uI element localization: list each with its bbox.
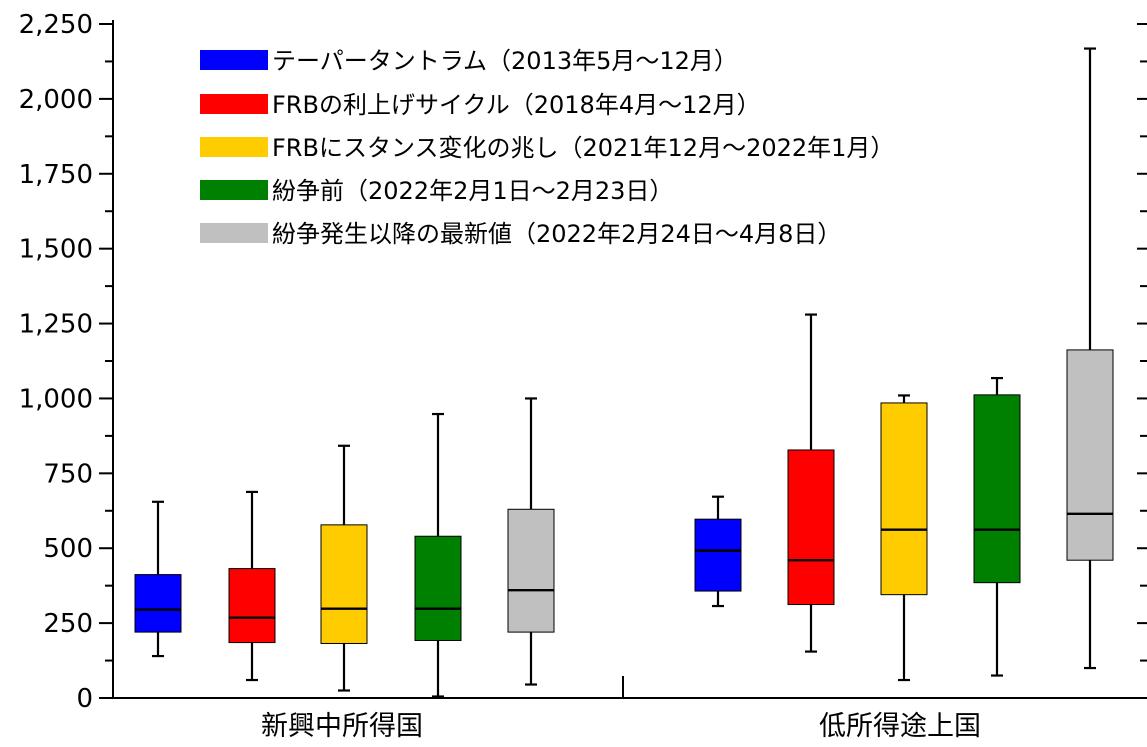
legend-label: テーパータントラム（2013年5月～12月） xyxy=(272,47,738,75)
legend-item-1: テーパータントラム（2013年5月～12月） xyxy=(200,47,738,75)
box-iqr xyxy=(880,402,928,596)
legend-label: FRBの利上げサイクル（2018年4月～12月） xyxy=(272,91,761,119)
box-2-category-2 xyxy=(787,313,835,653)
box-iqr xyxy=(134,574,182,633)
legend-item-2: FRBの利上げサイクル（2018年4月～12月） xyxy=(200,91,761,119)
box-iqr xyxy=(320,524,368,644)
legend-swatch xyxy=(200,223,268,243)
y-tick-label: 2,000 xyxy=(19,85,93,115)
legend-item-4: 紛争前（2022年2月1日～2月23日） xyxy=(200,177,673,205)
y-tick-label: 750 xyxy=(43,459,93,489)
box-4-category-1 xyxy=(414,412,462,698)
legend: テーパータントラム（2013年5月～12月） FRBの利上げサイクル（2018年4… xyxy=(200,47,894,248)
legend-swatch xyxy=(200,94,268,114)
y-tick-label: 1,250 xyxy=(19,310,93,340)
y-tick-label: 500 xyxy=(43,534,93,564)
legend-swatch xyxy=(200,137,268,157)
box-iqr xyxy=(507,508,555,633)
box-1-category-2 xyxy=(694,495,742,608)
box-3-category-2 xyxy=(880,394,928,682)
box-iqr xyxy=(787,449,835,606)
y-tick-label: 0 xyxy=(76,684,93,714)
legend-swatch xyxy=(200,50,268,70)
legend-swatch xyxy=(200,180,268,200)
box-5-category-2 xyxy=(1066,47,1114,670)
y-tick-label: 1,500 xyxy=(19,235,93,265)
box-5-category-1 xyxy=(507,397,555,686)
legend-label: 紛争発生以降の最新値（2022年2月24日～4月8日） xyxy=(272,220,841,248)
box-4-category-2 xyxy=(973,376,1021,677)
legend-label: FRBにスタンス変化の兆し（2021年12月～2022年1月） xyxy=(272,134,894,162)
x-category-label: 低所得途上国 xyxy=(819,711,981,742)
box-iqr xyxy=(973,394,1021,584)
y-tick-label: 2,250 xyxy=(19,10,93,40)
y-tick-label: 1,000 xyxy=(19,384,93,414)
box-iqr xyxy=(414,535,462,641)
axes-layer: 0 250 500 750 1,000 1,250 1,500 1,750 2,000 2,250… xyxy=(19,10,1147,742)
box-1-category-1 xyxy=(134,500,182,658)
box-3-category-1 xyxy=(320,444,368,692)
legend-item-5: 紛争発生以降の最新値（2022年2月24日～4月8日） xyxy=(200,220,841,248)
y-tick-label: 1,750 xyxy=(19,160,93,190)
boxes-layer xyxy=(134,47,1114,698)
box-iqr xyxy=(228,568,276,644)
x-category-label: 新興中所得国 xyxy=(261,711,423,742)
box-iqr xyxy=(1066,349,1114,561)
legend-label: 紛争前（2022年2月1日～2月23日） xyxy=(272,177,673,205)
box-2-category-1 xyxy=(228,490,276,682)
y-tick-label: 250 xyxy=(43,609,93,639)
legend-item-3: FRBにスタンス変化の兆し（2021年12月～2022年1月） xyxy=(200,134,894,162)
box-iqr xyxy=(694,518,742,592)
